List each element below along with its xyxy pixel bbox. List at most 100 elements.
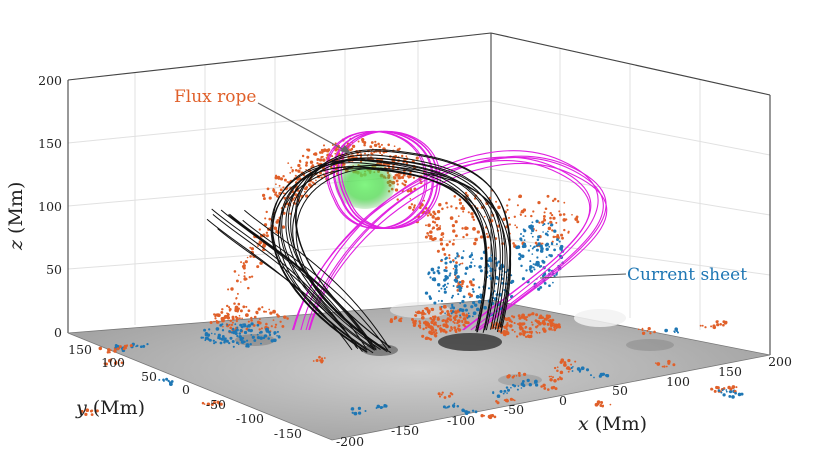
flux-rope-point	[258, 318, 261, 321]
flux-rope-point	[465, 321, 468, 325]
current-sheet-point	[247, 328, 251, 332]
current-sheet-point	[533, 245, 536, 248]
flux-rope-point	[445, 201, 448, 205]
flux-rope-point	[424, 313, 427, 315]
floor-patch-point	[379, 405, 383, 410]
floor-patch-point	[600, 401, 604, 404]
current-sheet-point	[464, 272, 468, 275]
flux-rope-point	[550, 322, 554, 327]
floor-patch-point	[715, 320, 719, 324]
floor-patch-point	[598, 374, 602, 378]
current-sheet-point	[246, 339, 249, 342]
flux-rope-point	[543, 211, 546, 214]
current-sheet-point	[221, 329, 225, 332]
flux-rope-point	[249, 246, 252, 249]
flux-rope-point	[518, 194, 523, 199]
flux-rope-point	[229, 319, 233, 322]
z-tick: 0	[54, 325, 62, 340]
current-sheet-point	[523, 242, 527, 246]
current-sheet-point	[472, 278, 475, 281]
flux-rope-point	[446, 310, 450, 313]
flux-rope-point	[294, 169, 298, 172]
flux-rope-point	[485, 232, 488, 235]
flux-rope-point	[403, 183, 407, 187]
flux-rope-point	[436, 210, 441, 214]
flux-rope-point	[513, 215, 516, 218]
axes-grid	[67, 32, 771, 330]
flux-rope-point	[552, 235, 556, 239]
flux-rope-point	[439, 327, 443, 332]
flux-rope-point	[405, 155, 408, 158]
flux-rope-point	[320, 155, 323, 159]
floor-patch-point	[565, 367, 569, 370]
flux-rope-core-highlight	[335, 161, 395, 209]
floor-patch-point	[594, 402, 599, 407]
flux-rope-point	[435, 323, 438, 326]
flux-rope-point	[444, 330, 448, 334]
flux-rope-point	[465, 233, 469, 237]
floor-patch-point	[109, 358, 113, 361]
flux-rope-point	[465, 226, 469, 230]
flux-rope-point	[235, 297, 238, 300]
flux-rope-point	[243, 277, 247, 281]
black-field-line	[211, 208, 358, 349]
flux-rope-point	[456, 289, 460, 292]
flux-rope-point	[556, 235, 559, 238]
x-tick: -50	[504, 402, 524, 417]
flux-rope-point	[400, 154, 404, 158]
flux-rope-point	[299, 167, 302, 170]
floor-patch-point	[512, 398, 515, 401]
current-sheet-point	[483, 305, 487, 310]
flux-rope-point	[250, 275, 254, 278]
current-sheet-point	[537, 243, 540, 247]
flux-rope-point	[449, 329, 452, 332]
flux-rope-point	[275, 231, 278, 234]
current-sheet-point	[258, 331, 262, 334]
floor-patch-point	[323, 357, 326, 359]
floor-patch-point	[567, 358, 571, 363]
current-sheet-point	[540, 246, 544, 251]
current-sheet-point	[200, 336, 203, 339]
flux-rope-point	[279, 188, 283, 192]
current-sheet-point	[489, 267, 492, 270]
flux-rope-point	[464, 191, 468, 195]
current-sheet-point	[478, 265, 482, 269]
flux-rope-point	[281, 324, 285, 328]
floor-patch-point	[550, 375, 553, 378]
current-sheet-point	[256, 323, 260, 327]
current-sheet-point	[215, 327, 220, 331]
current-sheet-point	[466, 316, 469, 319]
floor-patch-point	[672, 363, 676, 367]
floor-patch-point	[503, 389, 507, 393]
current-sheet-point	[450, 303, 454, 307]
flux-rope-point	[241, 317, 243, 320]
flux-rope-point	[461, 205, 464, 207]
flux-rope-point	[453, 321, 456, 325]
floor-patch-point	[543, 386, 547, 390]
current-sheet-point	[203, 328, 207, 332]
flux-rope-point	[411, 208, 415, 211]
flux-rope-point	[462, 317, 467, 321]
current-sheet-point	[458, 288, 462, 293]
flux-rope-point	[433, 212, 437, 216]
flux-rope-point	[275, 183, 277, 186]
flux-rope-point	[318, 151, 322, 154]
current-sheet-point	[443, 283, 447, 287]
current-sheet-point	[440, 305, 443, 308]
flux-rope-point	[253, 315, 257, 319]
floor-patch-point	[400, 317, 403, 320]
flux-rope-point	[535, 229, 538, 232]
current-sheet-point	[430, 267, 435, 272]
flux-rope-point	[507, 216, 511, 219]
current-sheet-point	[249, 342, 252, 346]
flux-rope-point	[457, 328, 462, 332]
current-sheet-point	[472, 311, 477, 316]
current-sheet-point	[495, 282, 498, 285]
current-sheet-point	[516, 245, 521, 249]
floor-patch-point	[665, 365, 668, 368]
floor-patch-point	[552, 385, 556, 389]
flux-rope-point	[563, 228, 566, 232]
flux-rope-point	[223, 314, 228, 319]
flux-rope-point	[272, 319, 275, 321]
flux-rope-point	[502, 332, 507, 337]
